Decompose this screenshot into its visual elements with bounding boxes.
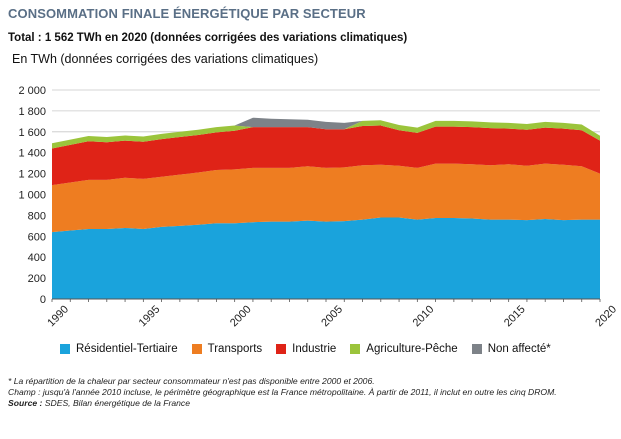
area-industrie — [52, 125, 600, 186]
chart-title: CONSOMMATION FINALE ÉNERGÉTIQUE PAR SECT… — [8, 6, 366, 21]
y-tick-label: 400 — [28, 252, 46, 264]
unit-label: En TWh (données corrigées des variations… — [12, 52, 319, 66]
x-tick-label: 2020 — [593, 303, 619, 329]
legend-swatch — [191, 344, 202, 354]
y-tick-label: 800 — [28, 210, 46, 222]
source-label: Source : — [8, 398, 43, 408]
y-tick-label: 1 800 — [18, 106, 46, 118]
x-tick-label: 2005 — [319, 303, 345, 329]
chart-subtitle: Total : 1 562 TWh en 2020 (données corri… — [8, 32, 408, 44]
note-scope: Champ : jusqu'à l'année 2010 incluse, le… — [8, 387, 557, 397]
legend-label: Industrie — [292, 343, 337, 355]
y-tick-label: 1 400 — [18, 148, 46, 160]
legend-label: Non affecté* — [487, 343, 551, 355]
y-tick-label: 200 — [28, 273, 46, 285]
stacked-area-chart: 0 200 400 600 800 1 000 1 200 1 400 1 600 1 800 2 … — [18, 85, 619, 329]
legend-item: Résidentiel-Tertiaire — [60, 343, 178, 355]
source-line: Source : SDES, Bilan énergétique de la F… — [8, 398, 608, 409]
legend-item: Industrie — [276, 343, 336, 355]
y-tick-label: 1 600 — [18, 127, 46, 139]
legend-label: Résidentiel-Tertiaire — [76, 343, 178, 355]
legend-item: Non affecté* — [471, 343, 551, 355]
y-tick-label: 0 — [40, 294, 46, 306]
legend-item: Agriculture-Pêche — [350, 343, 458, 355]
x-tick-label: 1990 — [45, 303, 71, 329]
source-text: SDES, Bilan énergétique de la France — [42, 398, 191, 408]
legend-label: Transports — [207, 343, 263, 355]
footnotes: * La répartition de la chaleur par secte… — [8, 376, 608, 409]
legend-label: Agriculture-Pêche — [366, 343, 458, 355]
y-tick-label: 2 000 — [18, 85, 46, 97]
legend-item: Transports — [191, 343, 263, 355]
area-agriculture-p-che — [52, 120, 600, 149]
x-tick-label: 2000 — [228, 303, 254, 329]
legend-swatch — [276, 344, 287, 354]
chart-legend: Résidentiel-Tertiaire Transports Industrie… — [60, 343, 551, 355]
legend-swatch — [471, 344, 482, 354]
y-tick-label: 1 200 — [18, 169, 46, 181]
x-tick-label: 1995 — [137, 303, 163, 329]
legend-swatch — [350, 344, 361, 354]
area-transports — [52, 163, 600, 233]
x-tick-label: 2015 — [502, 303, 528, 329]
y-tick-label: 600 — [28, 231, 46, 243]
y-tick-label: 1 000 — [18, 190, 46, 202]
note-heat: * La répartition de la chaleur par secte… — [8, 376, 375, 386]
area-r-sidentiel-tertiaire — [52, 217, 600, 299]
x-tick-label: 2010 — [411, 303, 437, 329]
legend-swatch — [60, 344, 70, 354]
area-non-affect- — [52, 117, 600, 144]
